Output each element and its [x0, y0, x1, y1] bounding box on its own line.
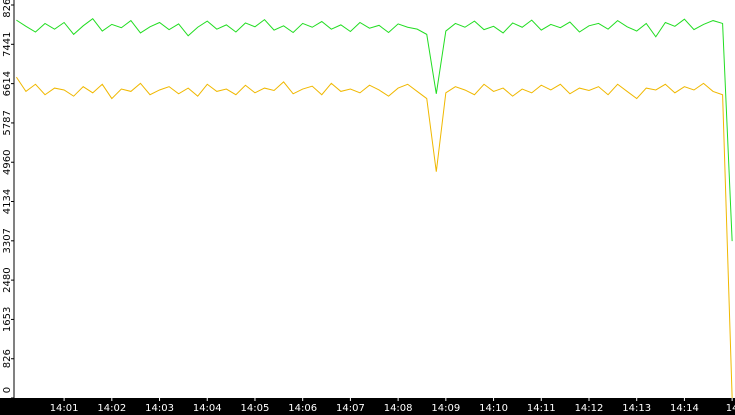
x-tick-label: 14:01	[50, 403, 79, 414]
y-tick-label: 826	[2, 349, 13, 368]
y-tick-label: 1653	[2, 307, 13, 332]
x-axis-band	[0, 398, 735, 415]
x-tick-label: 14:13	[622, 403, 651, 414]
y-tick-label: 7441	[2, 32, 13, 57]
x-tick-label: 14:02	[97, 403, 126, 414]
series-line	[15, 76, 733, 399]
series-line	[16, 17, 733, 242]
x-tick-label: 14:04	[193, 403, 222, 414]
x-tick-label: 14:11	[527, 403, 556, 414]
y-tick-label: 4134	[2, 189, 13, 214]
y-tick-label: 3307	[2, 228, 13, 253]
x-tick-label: 14	[726, 403, 735, 414]
y-tick-label: 8268	[2, 0, 13, 18]
x-tick-label: 14:07	[336, 403, 365, 414]
x-tick-label: 14:12	[575, 403, 604, 414]
x-tick-label: 14:10	[479, 403, 508, 414]
y-tick-label: 5787	[2, 110, 13, 135]
y-tick-label: 2480	[2, 267, 13, 292]
y-tick-label: 4960	[2, 150, 13, 175]
y-tick-label: 0	[2, 387, 13, 393]
x-tick-label: 14:08	[384, 403, 413, 414]
x-tick-label: 14:09	[431, 403, 460, 414]
x-tick-label: 14:03	[145, 403, 174, 414]
x-tick-label: 14:06	[288, 403, 317, 414]
x-tick-label: 14:14	[670, 403, 699, 414]
y-tick-label: 6614	[2, 71, 13, 96]
x-tick-label: 14:05	[241, 403, 270, 414]
